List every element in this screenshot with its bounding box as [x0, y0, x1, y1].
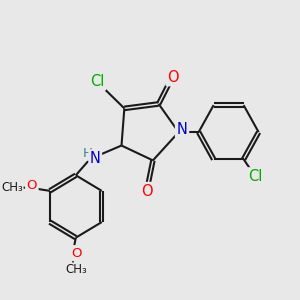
Text: O: O [71, 247, 82, 260]
Text: Cl: Cl [248, 169, 262, 184]
Text: O: O [167, 70, 179, 85]
Text: CH₃: CH₃ [1, 181, 23, 194]
Text: Cl: Cl [90, 74, 104, 89]
Text: N: N [90, 151, 101, 166]
Text: O: O [27, 179, 37, 192]
Text: O: O [141, 184, 153, 199]
Text: CH₃: CH₃ [65, 263, 87, 276]
Text: N: N [177, 122, 188, 137]
Text: H: H [83, 147, 93, 160]
